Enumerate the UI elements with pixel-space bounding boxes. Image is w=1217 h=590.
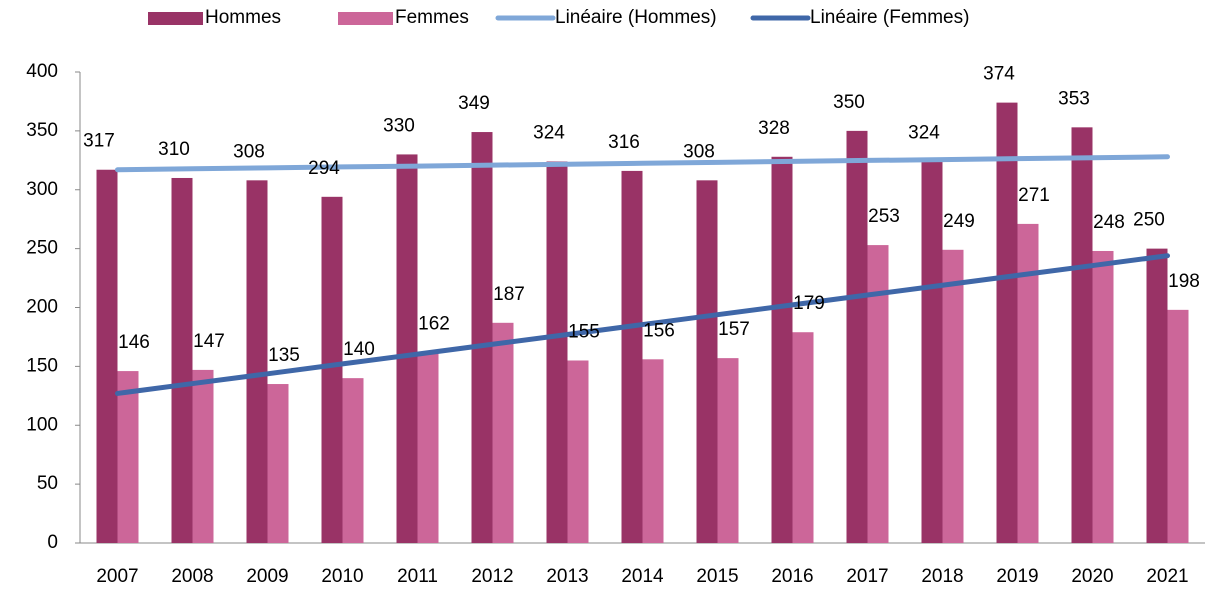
x-tick-label: 2012 (471, 566, 513, 587)
data-label: 198 (1168, 271, 1200, 292)
bar (471, 132, 493, 544)
bar (546, 161, 568, 544)
x-tick-label: 2011 (397, 566, 438, 587)
bar (321, 196, 343, 543)
data-label: 250 (1133, 210, 1165, 231)
bar (246, 180, 268, 543)
x-tick-label: 2019 (996, 566, 1038, 587)
x-tick-label: 2015 (696, 566, 738, 587)
bar (267, 384, 289, 543)
data-label: 253 (868, 206, 900, 227)
x-tick-label: 2014 (621, 566, 664, 587)
data-label: 179 (793, 293, 825, 314)
y-tick-label: 350 (26, 120, 58, 141)
data-label: 324 (533, 123, 565, 144)
data-label: 330 (383, 115, 415, 136)
bar (492, 322, 514, 543)
data-label: 317 (83, 131, 115, 152)
y-tick-label: 200 (26, 297, 58, 318)
legend-swatch (338, 12, 393, 25)
x-tick-label: 2010 (321, 566, 363, 587)
data-label: 155 (568, 322, 600, 343)
bar (792, 332, 814, 543)
data-label: 140 (343, 339, 375, 360)
data-label: 353 (1058, 88, 1090, 109)
legend-label: Linéaire (Femmes) (810, 7, 969, 28)
data-label: 156 (643, 320, 675, 341)
legend-swatch (148, 12, 203, 25)
bar (996, 102, 1018, 544)
y-tick-label: 100 (26, 414, 58, 435)
data-label: 271 (1018, 185, 1050, 206)
data-label: 157 (718, 319, 750, 340)
bar (117, 371, 139, 543)
data-label: 294 (308, 158, 340, 179)
y-tick-label: 400 (26, 61, 58, 82)
data-label: 135 (268, 345, 300, 366)
bar (1017, 223, 1039, 543)
data-label: 248 (1093, 212, 1125, 233)
y-tick-label: 0 (47, 532, 58, 553)
x-tick-label: 2016 (771, 566, 813, 587)
trend-line (115, 253, 1170, 396)
bar (846, 130, 868, 543)
bar (1146, 248, 1168, 543)
bar (696, 180, 718, 543)
x-tick-label: 2018 (921, 566, 963, 587)
data-label: 310 (158, 139, 190, 160)
legend-label: Linéaire (Hommes) (555, 7, 717, 28)
data-label: 146 (118, 332, 150, 353)
bar (942, 249, 964, 544)
y-tick-label: 300 (26, 179, 58, 200)
bar (396, 154, 418, 544)
bar (567, 360, 589, 543)
legend-label: Femmes (395, 7, 469, 28)
data-label: 328 (758, 118, 790, 139)
data-label: 162 (418, 313, 450, 334)
y-tick-label: 150 (26, 355, 58, 376)
data-label: 187 (493, 284, 525, 305)
bar (621, 170, 643, 543)
bar (417, 352, 439, 543)
bar (1092, 250, 1114, 544)
bar (342, 378, 364, 543)
x-tick-label: 2013 (546, 566, 588, 587)
data-label: 249 (943, 211, 975, 232)
y-tick-label: 250 (26, 238, 58, 259)
data-label: 316 (608, 132, 640, 153)
y-tick-label: 50 (37, 473, 58, 494)
x-tick-label: 2021 (1146, 566, 1188, 587)
x-tick-label: 2020 (1071, 566, 1113, 587)
trend-line (115, 154, 1170, 173)
bar (171, 177, 193, 543)
data-label: 308 (683, 141, 715, 162)
x-tick-label: 2008 (171, 566, 213, 587)
bar (771, 156, 793, 543)
data-label: 324 (908, 123, 940, 144)
bar (1167, 309, 1189, 543)
data-label: 350 (833, 92, 865, 113)
bar (192, 369, 214, 543)
data-label: 349 (458, 93, 490, 114)
bar (1071, 127, 1093, 543)
bar (921, 161, 943, 544)
legend-label: Hommes (205, 7, 281, 28)
x-tick-label: 2017 (846, 566, 888, 587)
x-tick-label: 2009 (246, 566, 288, 587)
bar (717, 358, 739, 543)
bar (642, 359, 664, 543)
bar (96, 169, 118, 544)
x-tick-label: 2007 (96, 566, 138, 587)
bar (867, 245, 889, 543)
data-label: 374 (983, 64, 1015, 85)
data-label: 308 (233, 141, 265, 162)
data-label: 147 (193, 331, 225, 352)
